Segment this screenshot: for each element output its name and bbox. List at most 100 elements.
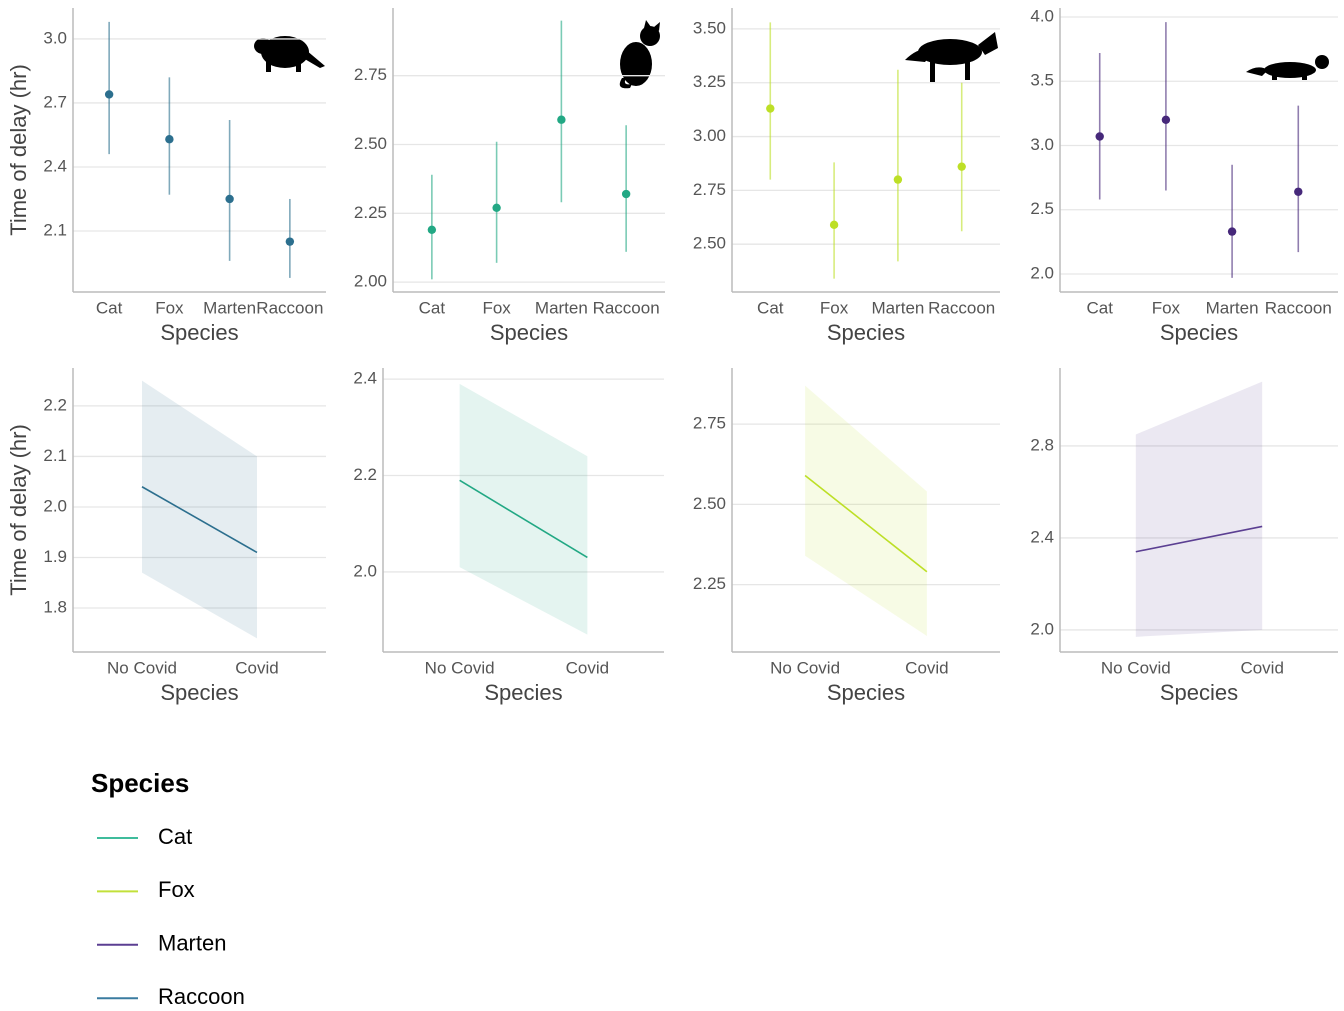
x-axis-label: Species — [1160, 680, 1238, 705]
x-axis-label: Species — [160, 680, 238, 705]
y-tick-label: 2.25 — [693, 574, 726, 593]
x-tick-label: Raccoon — [256, 298, 323, 317]
y-tick-label: 2.75 — [354, 65, 387, 84]
confidence-band — [142, 380, 257, 639]
point — [492, 203, 501, 212]
point — [165, 135, 174, 144]
x-axis-label: Species — [1160, 320, 1238, 345]
fox-icon — [905, 32, 998, 82]
y-tick-label: 4.0 — [1030, 6, 1054, 25]
y-axis-label: Time of delay (hr) — [6, 64, 31, 236]
x-tick-label: Fox — [820, 298, 849, 317]
x-tick-label: Marten — [871, 298, 924, 317]
confidence-band — [805, 385, 927, 636]
x-tick-label: Raccoon — [593, 298, 660, 317]
point — [621, 189, 631, 199]
y-tick-label: 2.1 — [43, 220, 67, 239]
point — [225, 194, 234, 204]
trend-line — [459, 479, 588, 559]
y-tick-label: 3.0 — [43, 28, 67, 47]
x-tick-label: Cat — [419, 298, 446, 317]
cat-icon — [619, 20, 660, 89]
point — [1095, 132, 1104, 141]
y-tick-label: 2.00 — [354, 272, 387, 291]
y-tick-label: 3.5 — [1030, 71, 1054, 90]
y-tick-label: 2.75 — [693, 414, 726, 433]
x-tick-label: Covid — [566, 658, 609, 677]
y-tick-label: 3.50 — [693, 18, 726, 37]
point — [1294, 187, 1303, 196]
point — [766, 104, 775, 113]
y-tick-label: 2.4 — [353, 369, 377, 388]
y-tick-label: 2.2 — [353, 465, 377, 484]
x-tick-label: Marten — [535, 298, 588, 317]
x-tick-label: Fox — [1152, 298, 1181, 317]
y-tick-label: 1.8 — [43, 598, 67, 617]
y-tick-label: 2.0 — [353, 561, 377, 580]
legend-label: Fox — [158, 877, 195, 902]
x-tick-label: Covid — [905, 658, 948, 677]
y-tick-label: 2.0 — [1030, 619, 1054, 638]
x-tick-label: No Covid — [1101, 658, 1171, 677]
y-tick-label: 2.25 — [354, 203, 387, 222]
x-axis-label: Species — [827, 320, 905, 345]
y-tick-label: 2.8 — [1030, 435, 1054, 454]
y-tick-label: 2.50 — [693, 234, 726, 253]
x-tick-label: No Covid — [770, 658, 840, 677]
x-tick-label: No Covid — [425, 658, 495, 677]
y-tick-label: 2.50 — [693, 494, 726, 513]
point — [957, 162, 966, 171]
y-axis-label: Time of delay (hr) — [6, 424, 31, 596]
point — [1227, 227, 1237, 236]
x-tick-label: Cat — [757, 298, 784, 317]
x-tick-label: Fox — [155, 298, 184, 317]
legend-label: Marten — [158, 931, 226, 956]
point — [1161, 115, 1171, 125]
y-tick-label: 2.75 — [693, 180, 726, 199]
x-tick-label: Cat — [96, 298, 123, 317]
point — [893, 175, 903, 184]
confidence-band — [459, 383, 588, 635]
y-tick-label: 3.00 — [693, 126, 726, 145]
y-tick-label: 2.0 — [43, 496, 67, 515]
point — [285, 237, 295, 246]
legend-label: Raccoon — [158, 984, 245, 1009]
point — [829, 220, 839, 230]
x-tick-label: Marten — [203, 298, 256, 317]
y-tick-label: 2.1 — [43, 446, 67, 465]
y-tick-label: 2.50 — [354, 134, 387, 153]
y-tick-label: 2.4 — [43, 156, 67, 175]
point — [427, 225, 437, 235]
point — [557, 115, 566, 124]
y-tick-label: 1.9 — [43, 547, 67, 566]
confidence-band — [1135, 381, 1263, 637]
marten-icon — [1246, 55, 1329, 80]
y-tick-label: 3.0 — [1030, 135, 1054, 154]
trend-line — [804, 474, 928, 573]
x-axis-label: Species — [160, 320, 238, 345]
y-tick-label: 2.2 — [43, 395, 67, 414]
point — [104, 90, 114, 99]
x-tick-label: Covid — [1240, 658, 1283, 677]
y-tick-label: 2.0 — [1030, 263, 1054, 282]
x-axis-label: Species — [484, 680, 562, 705]
y-tick-label: 3.25 — [693, 72, 726, 91]
y-tick-label: 2.7 — [43, 92, 67, 111]
trend-line — [1135, 525, 1263, 553]
x-tick-label: Covid — [235, 658, 278, 677]
x-tick-label: Marten — [1206, 298, 1259, 317]
x-tick-label: Raccoon — [1265, 298, 1332, 317]
x-tick-label: Raccoon — [928, 298, 995, 317]
raccoon-icon — [254, 36, 325, 72]
legend-title: Species — [91, 768, 189, 798]
x-axis-label: Species — [490, 320, 568, 345]
x-tick-label: Fox — [482, 298, 511, 317]
y-tick-label: 2.5 — [1030, 199, 1054, 218]
x-tick-label: No Covid — [107, 658, 177, 677]
legend-label: Cat — [158, 824, 192, 849]
x-axis-label: Species — [827, 680, 905, 705]
trend-line — [141, 486, 258, 554]
x-tick-label: Cat — [1086, 298, 1113, 317]
y-tick-label: 2.4 — [1030, 527, 1054, 546]
